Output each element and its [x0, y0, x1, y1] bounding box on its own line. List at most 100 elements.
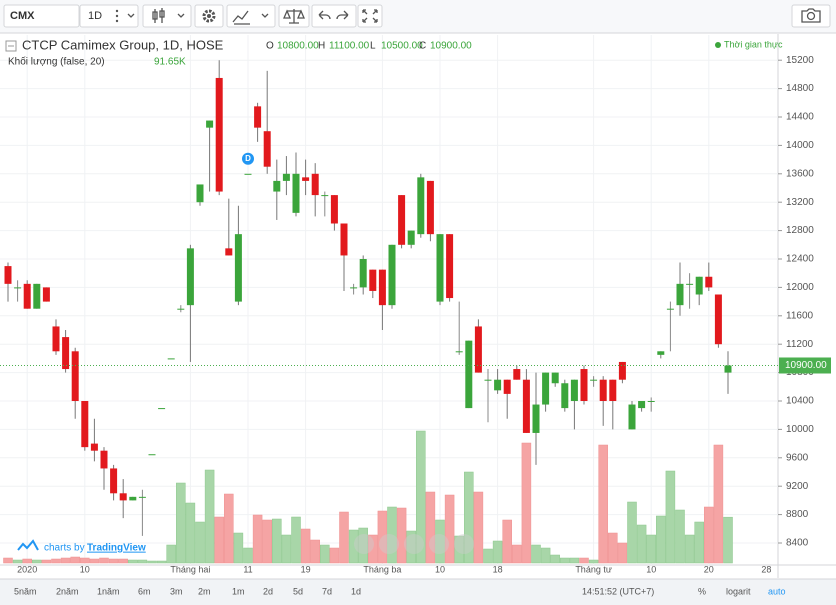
candle-body	[484, 379, 492, 381]
volume-bar	[310, 539, 320, 564]
candle-body	[302, 177, 310, 181]
volume-bar	[214, 516, 224, 564]
volume-bar	[32, 559, 42, 564]
scroll-right[interactable]	[454, 534, 474, 554]
range-button[interactable]: 7d	[322, 586, 332, 596]
reset[interactable]	[404, 534, 424, 554]
volume	[3, 430, 733, 564]
candle-body	[52, 326, 60, 352]
y-tick-label: 10000	[786, 424, 814, 435]
x-tick-label: 20	[704, 564, 714, 574]
candle-body	[676, 283, 684, 306]
fullscreen-button[interactable]	[357, 4, 383, 28]
volume-bar	[531, 544, 541, 564]
bottom-controls: 5năm 2năm 1năm 6m 3m 2m 1m 2d 5d 7d 1d 14:51:52 (UT…	[14, 586, 786, 596]
volume-bar	[435, 519, 445, 564]
candle-body	[503, 379, 511, 394]
range-button[interactable]: 2m	[198, 586, 211, 596]
candle-body	[628, 404, 636, 430]
candle-body	[580, 369, 588, 401]
candle-body	[167, 358, 175, 360]
volume-bar	[195, 521, 205, 564]
candle-body	[532, 404, 540, 433]
candle-body	[350, 287, 358, 289]
volume-bar	[60, 557, 71, 564]
zoom-in[interactable]	[429, 534, 449, 554]
x-tick-label: 11	[243, 564, 252, 574]
y-tick-label: 15200	[786, 55, 814, 66]
volume-bar	[406, 530, 416, 564]
chart-type-button[interactable]	[142, 4, 192, 28]
volume-bar	[454, 535, 464, 564]
candle-body	[426, 180, 434, 235]
status-auto[interactable]: auto	[768, 586, 786, 596]
range-button[interactable]: 5d	[293, 586, 303, 596]
volume-bar	[444, 494, 455, 564]
candle-body	[119, 493, 127, 501]
candle-body	[522, 379, 530, 433]
volume-bar	[713, 444, 724, 564]
range-button[interactable]: 6m	[138, 586, 151, 596]
event-marker[interactable]	[242, 152, 254, 165]
legend-value: 10900.00	[430, 41, 472, 52]
candle-body	[273, 180, 281, 192]
volume-title: Khối lượng (false, 20)	[8, 56, 105, 68]
volume-bar	[588, 559, 599, 564]
candles	[4, 60, 732, 536]
candle-body	[705, 276, 713, 288]
x-tick-label: Tháng hai	[170, 564, 210, 574]
volume-bar	[262, 519, 272, 564]
candle-body	[638, 400, 646, 409]
candle-body	[724, 365, 732, 373]
status-log[interactable]: logarit	[726, 586, 751, 596]
candle-body	[129, 496, 137, 501]
candle-body	[590, 379, 598, 381]
status-percent[interactable]: %	[698, 586, 706, 596]
volume-bar	[320, 544, 330, 564]
range-button[interactable]: 1m	[232, 586, 245, 596]
candle-body	[657, 351, 665, 355]
volume-bar	[348, 529, 359, 564]
x-tick-label: 10	[80, 564, 90, 574]
x-tick-label: 10	[646, 564, 656, 574]
volume-bar	[636, 524, 647, 564]
candle-body	[148, 454, 156, 456]
range-button[interactable]: 3m	[170, 586, 183, 596]
range-button[interactable]: 5năm	[14, 586, 37, 596]
candle-body	[407, 230, 415, 245]
volume-bar	[550, 554, 560, 564]
interval-button[interactable]	[79, 4, 139, 28]
range-button[interactable]: 2d	[263, 586, 273, 596]
branding-name[interactable]: TradingView	[87, 543, 146, 554]
symbol: CMX	[10, 10, 35, 22]
x-tick-label: 2020	[17, 564, 37, 574]
candle-body	[4, 266, 12, 284]
snapshot-button[interactable]	[791, 4, 831, 28]
volume-bar	[12, 559, 23, 564]
undo-redo[interactable]	[311, 4, 357, 28]
candle-body	[513, 369, 521, 380]
indicators-button[interactable]	[226, 4, 276, 28]
scroll-left[interactable]	[354, 534, 374, 554]
y-tick-label: 13200	[786, 197, 814, 208]
realtime-dot	[715, 42, 721, 48]
volume-bar	[233, 532, 244, 564]
range-button[interactable]: 1năm	[97, 586, 120, 596]
candle-body	[110, 468, 118, 494]
candle-body	[388, 244, 396, 306]
candle-body	[369, 269, 377, 291]
candle-body	[455, 351, 463, 353]
collapse-icon[interactable]	[5, 40, 17, 52]
candle-body	[417, 177, 425, 235]
event-marker-label: D	[245, 154, 251, 163]
volume-bar	[128, 559, 138, 564]
volume-bar	[684, 534, 695, 564]
volume-bar	[704, 506, 714, 564]
volume-bar	[118, 558, 128, 564]
range-button[interactable]: 1d	[351, 586, 361, 596]
volume-bar	[176, 482, 186, 564]
y-tick-label: 8800	[786, 509, 809, 520]
symbol-input[interactable]	[3, 4, 80, 28]
zoom-out[interactable]	[379, 534, 399, 554]
range-button[interactable]: 2năm	[56, 586, 79, 596]
